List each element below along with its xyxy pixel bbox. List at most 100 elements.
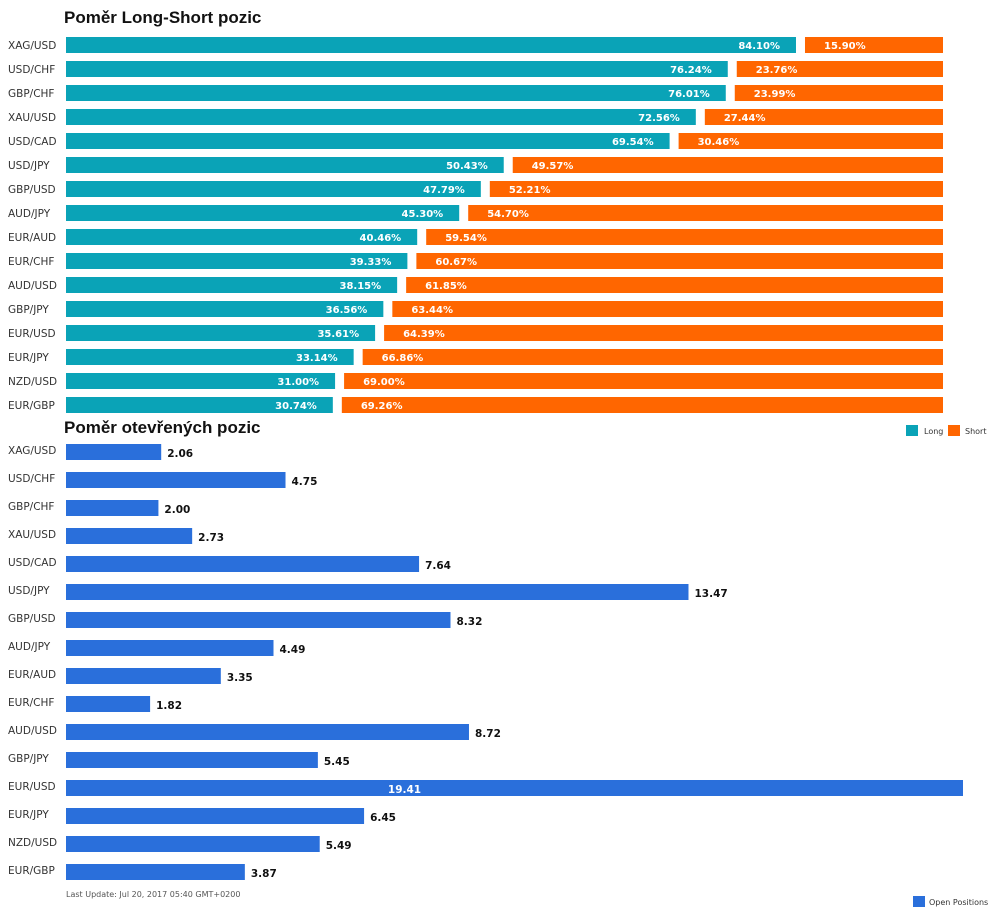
open-positions-bar xyxy=(66,808,365,824)
category-label: EUR/AUD xyxy=(8,232,56,244)
open-positions-value-label: 3.87 xyxy=(251,868,277,880)
category-label: EUR/USD xyxy=(8,781,56,793)
long-bar xyxy=(66,109,696,125)
long-value-label: 50.43% xyxy=(446,161,488,172)
long-bar xyxy=(66,301,384,317)
short-bar xyxy=(678,133,943,149)
long-value-label: 72.56% xyxy=(638,113,680,124)
open-positions-bar xyxy=(66,836,320,852)
open-positions-value-label: 5.45 xyxy=(324,756,350,768)
open-positions-value-label: 13.47 xyxy=(694,588,727,600)
legend-short-label: Short xyxy=(965,427,986,436)
long-value-label: 69.54% xyxy=(612,137,654,148)
long-bar xyxy=(66,181,481,197)
long-value-label: 38.15% xyxy=(339,281,381,292)
short-value-label: 69.26% xyxy=(361,401,403,412)
open-positions-bar xyxy=(66,500,159,516)
long-bar xyxy=(66,61,728,77)
category-label: EUR/AUD xyxy=(8,669,56,681)
category-label: XAU/USD xyxy=(8,529,56,541)
open-positions-bar xyxy=(66,612,451,628)
legend-long-swatch xyxy=(906,425,918,436)
long-value-label: 36.56% xyxy=(326,305,368,316)
short-bar xyxy=(468,205,943,221)
category-label: GBP/JPY xyxy=(8,304,49,316)
long-bar xyxy=(66,253,408,269)
open-positions-value-label: 8.72 xyxy=(475,728,501,740)
last-update-text: Last Update: Jul 20, 2017 05:40 GMT+0200 xyxy=(66,890,241,899)
open-positions-bar xyxy=(66,584,689,600)
category-label: XAU/USD xyxy=(8,112,56,124)
short-value-label: 66.86% xyxy=(382,353,424,364)
open-positions-chart-title: Poměr otevřených pozic xyxy=(64,418,261,437)
long-bar xyxy=(66,397,333,413)
open-positions-bar xyxy=(66,780,963,796)
open-positions-bar xyxy=(66,696,151,712)
long-value-label: 84.10% xyxy=(738,41,780,52)
short-value-label: 63.44% xyxy=(411,305,453,316)
open-positions-value-label: 2.00 xyxy=(164,504,190,516)
category-label: USD/JPY xyxy=(8,585,50,597)
short-bar xyxy=(406,277,944,293)
long-bar xyxy=(66,157,504,173)
short-bar xyxy=(344,373,944,389)
long-short-chart-title: Poměr Long-Short pozic xyxy=(64,8,262,27)
open-positions-value-label: 8.32 xyxy=(456,616,482,628)
category-label: USD/CHF xyxy=(8,473,55,485)
open-positions-value-label: 3.35 xyxy=(227,672,253,684)
open-positions-value-label: 1.82 xyxy=(156,700,182,712)
short-bar xyxy=(736,61,943,77)
category-label: EUR/CHF xyxy=(8,697,54,709)
long-value-label: 31.00% xyxy=(277,377,319,388)
category-label: NZD/USD xyxy=(8,376,57,388)
open-positions-bar xyxy=(66,528,193,544)
long-value-label: 45.30% xyxy=(402,209,444,220)
category-label: GBP/USD xyxy=(8,613,56,625)
short-value-label: 23.99% xyxy=(754,89,796,100)
category-label: XAG/USD xyxy=(8,445,56,457)
short-bar xyxy=(384,325,943,341)
long-bar xyxy=(66,133,670,149)
category-label: EUR/CHF xyxy=(8,256,54,268)
open-positions-value-label: 2.06 xyxy=(167,448,193,460)
category-label: AUD/JPY xyxy=(8,208,51,220)
category-label: USD/CAD xyxy=(8,557,57,569)
category-label: AUD/USD xyxy=(8,280,57,292)
category-label: USD/CAD xyxy=(8,136,57,148)
category-label: EUR/GBP xyxy=(8,400,55,412)
short-bar xyxy=(512,157,943,173)
long-value-label: 76.24% xyxy=(670,65,712,76)
legend-open-label: Open Positions xyxy=(929,898,988,907)
short-value-label: 59.54% xyxy=(445,233,487,244)
long-value-label: 76.01% xyxy=(668,89,710,100)
category-label: USD/JPY xyxy=(8,160,50,172)
long-bar xyxy=(66,277,398,293)
long-value-label: 30.74% xyxy=(275,401,317,412)
category-label: AUD/USD xyxy=(8,725,57,737)
short-bar xyxy=(392,301,943,317)
open-positions-bar xyxy=(66,472,286,488)
short-value-label: 15.90% xyxy=(824,41,866,52)
category-label: XAG/USD xyxy=(8,40,56,52)
short-bar xyxy=(362,349,943,365)
category-label: GBP/CHF xyxy=(8,88,54,100)
open-positions-bar xyxy=(66,668,221,684)
legend-open-swatch xyxy=(913,896,925,907)
short-value-label: 54.70% xyxy=(487,209,529,220)
long-bar xyxy=(66,325,376,341)
category-label: EUR/USD xyxy=(8,328,56,340)
short-value-label: 64.39% xyxy=(403,329,445,340)
category-label: GBP/CHF xyxy=(8,501,54,513)
category-label: GBP/JPY xyxy=(8,753,49,765)
category-label: EUR/JPY xyxy=(8,809,49,821)
long-value-label: 47.79% xyxy=(423,185,465,196)
legend-short-swatch xyxy=(948,425,960,436)
short-value-label: 30.46% xyxy=(698,137,740,148)
short-value-label: 60.67% xyxy=(435,257,477,268)
open-positions-value-label: 4.49 xyxy=(279,644,305,656)
short-value-label: 49.57% xyxy=(532,161,574,172)
category-label: GBP/USD xyxy=(8,184,56,196)
short-value-label: 69.00% xyxy=(363,377,405,388)
long-bar xyxy=(66,85,726,101)
